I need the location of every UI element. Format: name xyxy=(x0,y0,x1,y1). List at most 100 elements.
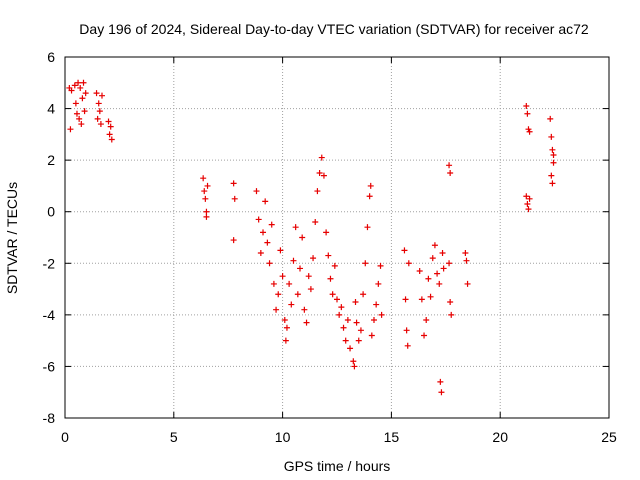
data-point xyxy=(200,175,207,182)
data-point xyxy=(350,358,357,365)
data-point xyxy=(301,306,308,313)
data-point xyxy=(257,249,264,256)
data-point xyxy=(524,200,531,207)
data-point xyxy=(108,136,115,143)
data-point xyxy=(464,280,471,287)
data-point xyxy=(318,154,325,161)
y-tick-label: -8 xyxy=(43,410,56,426)
data-point xyxy=(260,229,267,236)
data-point xyxy=(425,275,432,282)
data-point xyxy=(340,324,347,331)
data-point xyxy=(353,319,360,326)
data-point xyxy=(255,216,262,223)
data-point xyxy=(548,172,555,179)
data-point xyxy=(462,249,469,256)
data-point xyxy=(431,242,438,249)
data-point xyxy=(96,108,103,115)
data-point xyxy=(327,275,334,282)
data-point xyxy=(360,291,367,298)
data-point xyxy=(76,115,83,122)
y-tick-label: -6 xyxy=(43,358,56,374)
y-axis-label: SDTVAR / TECUs xyxy=(4,182,20,294)
y-tick-label: 0 xyxy=(47,204,55,220)
data-point xyxy=(268,221,275,228)
data-point xyxy=(351,363,358,370)
data-point xyxy=(98,92,105,99)
data-point xyxy=(447,170,454,177)
data-point xyxy=(416,268,423,275)
data-point xyxy=(202,195,209,202)
data-point xyxy=(347,345,354,352)
data-point xyxy=(421,332,428,339)
data-point xyxy=(429,255,436,262)
data-point xyxy=(368,332,375,339)
data-point xyxy=(97,121,104,128)
data-point xyxy=(105,118,112,125)
data-point xyxy=(367,182,374,189)
data-point xyxy=(342,337,349,344)
data-point xyxy=(77,84,84,91)
data-point xyxy=(463,257,470,264)
data-point xyxy=(373,301,380,308)
data-point xyxy=(526,195,533,202)
x-tick-label: 25 xyxy=(601,429,617,445)
data-point xyxy=(72,100,79,107)
data-point xyxy=(294,291,301,298)
data-point xyxy=(78,121,85,128)
data-point xyxy=(312,219,319,226)
data-point xyxy=(548,133,555,140)
data-point xyxy=(523,193,530,200)
data-point xyxy=(331,262,338,269)
data-point xyxy=(79,95,86,102)
data-point xyxy=(279,273,286,280)
data-point xyxy=(549,180,556,187)
data-point xyxy=(423,317,430,324)
data-point xyxy=(336,311,343,318)
data-point xyxy=(405,260,412,267)
data-point xyxy=(201,188,208,195)
data-point xyxy=(547,115,554,122)
data-point xyxy=(402,296,409,303)
data-point xyxy=(286,280,293,287)
data-point xyxy=(307,286,314,293)
data-point xyxy=(266,260,273,267)
data-point xyxy=(94,115,101,122)
data-point xyxy=(82,90,89,97)
x-axis-label: GPS time / hours xyxy=(284,458,391,474)
data-point xyxy=(446,162,453,169)
data-point xyxy=(204,182,211,189)
data-point xyxy=(314,188,321,195)
data-point xyxy=(370,317,377,324)
data-point xyxy=(262,198,269,205)
data-point xyxy=(427,293,434,300)
data-point xyxy=(203,213,210,220)
y-tick-label: 6 xyxy=(47,49,55,65)
data-point xyxy=(418,296,425,303)
data-point xyxy=(447,298,454,305)
data-point xyxy=(439,249,446,256)
data-point xyxy=(550,151,557,158)
data-point xyxy=(323,229,330,236)
data-point xyxy=(231,195,238,202)
data-point xyxy=(434,270,441,277)
data-point xyxy=(81,108,88,115)
y-tick-label: 4 xyxy=(47,101,55,117)
data-point xyxy=(334,296,340,303)
data-point xyxy=(404,342,411,349)
data-point xyxy=(316,170,323,177)
data-point xyxy=(401,247,408,254)
data-point xyxy=(283,324,290,331)
x-tick-label: 5 xyxy=(170,429,178,445)
data-point xyxy=(277,247,284,254)
data-point xyxy=(106,131,113,138)
data-point xyxy=(364,224,371,231)
data-point xyxy=(297,265,304,272)
data-point xyxy=(264,239,271,246)
data-point xyxy=(292,224,299,231)
data-points xyxy=(66,79,557,396)
data-point xyxy=(253,188,260,195)
data-point xyxy=(80,79,87,86)
data-point xyxy=(525,206,532,213)
x-tick-label: 10 xyxy=(275,429,291,445)
